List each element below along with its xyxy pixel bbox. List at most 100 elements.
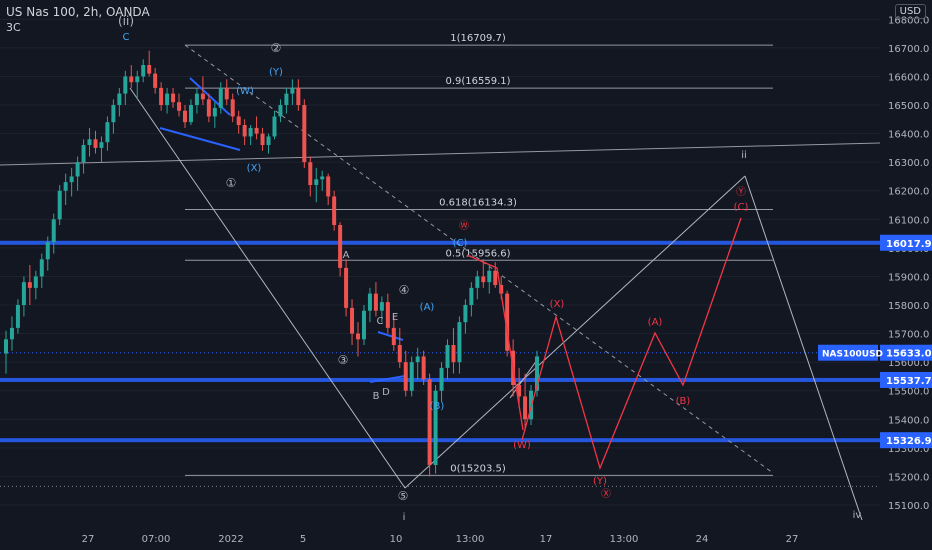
candle-body — [165, 93, 170, 106]
candle-body — [15, 305, 20, 328]
candle-body — [206, 99, 211, 117]
wave-label: ii — [741, 150, 747, 161]
wave-label: (Y) — [593, 476, 607, 487]
candle-body — [391, 327, 396, 346]
candle-body — [27, 282, 32, 288]
candle-body — [105, 122, 110, 143]
price-tick: 16400.0 — [888, 130, 929, 141]
candle-body — [153, 73, 158, 88]
symbol-tag — [818, 344, 878, 361]
candle-body — [39, 259, 44, 277]
wave-label: B — [373, 391, 380, 402]
candle-body — [415, 356, 420, 363]
wave-label: ① — [226, 176, 237, 190]
candle-body — [302, 105, 307, 163]
time-tick: 17 — [540, 534, 553, 545]
candle-body — [129, 76, 134, 83]
chart-grid — [0, 18, 880, 506]
trend-line — [369, 375, 406, 383]
candle-body — [326, 176, 331, 197]
trend-line — [404, 175, 746, 489]
candle-body — [141, 65, 146, 77]
fib-label: 0.618(16134.3) — [439, 198, 517, 209]
candle-body — [200, 93, 205, 100]
projection-path — [466, 217, 742, 470]
price-tag — [880, 432, 932, 449]
time-axis-bg — [0, 530, 932, 550]
wave-label: (W) — [513, 440, 531, 451]
candle-body — [63, 182, 68, 191]
wave-label: ③ — [338, 353, 349, 367]
candle-body — [469, 287, 474, 306]
wave-label: iv — [853, 510, 862, 521]
candle-body — [517, 385, 522, 397]
time-tick: 13:00 — [610, 534, 639, 545]
candle-body — [117, 93, 122, 106]
wave-label: (C) — [453, 238, 468, 249]
trend-line — [509, 359, 538, 399]
candle-body — [135, 76, 140, 83]
candle-body — [4, 339, 8, 354]
candle-body — [493, 270, 498, 286]
candle-body — [367, 293, 372, 311]
fib-label: 1(16709.7) — [450, 33, 506, 44]
candle-body — [499, 285, 504, 294]
price-tag-label: 15633.0 — [886, 349, 932, 360]
trend-lines — [0, 44, 881, 521]
price-tick: 15400.0 — [888, 415, 929, 426]
wave-label: A — [343, 250, 350, 261]
currency-badge[interactable]: USD — [894, 4, 926, 19]
time-tick: 27 — [82, 534, 95, 545]
price-tick: 15300.0 — [888, 444, 929, 455]
candle-body — [284, 93, 289, 106]
wave-labels: (ii)②①③④⑤iiiivABCDEC(Y)(W)(X)(C)(A)(B)Ⓦ(… — [118, 14, 861, 523]
candle-body — [403, 362, 408, 391]
wave-label: ⑤ — [398, 489, 409, 503]
time-tick: 07:00 — [142, 534, 171, 545]
candle-body — [296, 87, 301, 106]
wave-label: (A) — [648, 317, 663, 328]
wave-label: D — [382, 387, 390, 398]
candle-body — [278, 105, 283, 117]
candle-body — [123, 76, 128, 94]
price-tick: 15800.0 — [888, 301, 929, 312]
candle-body — [361, 310, 366, 340]
wave-label: ④ — [399, 283, 410, 297]
candle-body — [457, 322, 462, 363]
candle-body — [75, 162, 80, 177]
wave-label: Ⓨ — [736, 186, 746, 198]
candle-body — [254, 127, 259, 134]
candle-body — [445, 345, 450, 368]
candle-body — [45, 242, 50, 260]
symbol-title: US Nas 100, 2h, OANDA — [6, 5, 150, 19]
price-tick: 15900.0 — [888, 272, 929, 283]
candle-body — [475, 276, 480, 288]
price-tag-label: 15537.7 — [886, 376, 932, 387]
time-tick: 27 — [786, 534, 799, 545]
wave-label: (C) — [734, 202, 749, 213]
price-tag — [880, 371, 932, 388]
candle-body — [182, 110, 187, 123]
projection-line — [521, 217, 742, 470]
price-tick: 16600.0 — [888, 72, 929, 83]
candle-body — [224, 87, 229, 100]
wave-label: Ⓦ — [459, 220, 469, 232]
price-tick: 16200.0 — [888, 187, 929, 198]
fib-levels: 1(16709.7) 0.9(16559.1) 0.618(16134.3) 0.5(… — [185, 33, 773, 476]
candle-body — [320, 176, 325, 180]
candle-body — [111, 105, 116, 123]
price-tag-label: 15326.9 — [886, 436, 932, 447]
price-tick: 15100.0 — [888, 501, 929, 512]
wave-label: (X) — [247, 163, 262, 174]
candle-body — [356, 333, 361, 340]
candle-body — [218, 87, 223, 108]
support-resistance-line — [0, 240, 880, 245]
time-tick: 10 — [390, 534, 403, 545]
candle-body — [505, 293, 510, 351]
projection-line — [466, 254, 524, 431]
price-tick: 15200.0 — [888, 472, 929, 483]
candle-body — [99, 142, 104, 148]
candle-body — [188, 105, 193, 123]
fib-label: 0(15203.5) — [450, 463, 506, 474]
